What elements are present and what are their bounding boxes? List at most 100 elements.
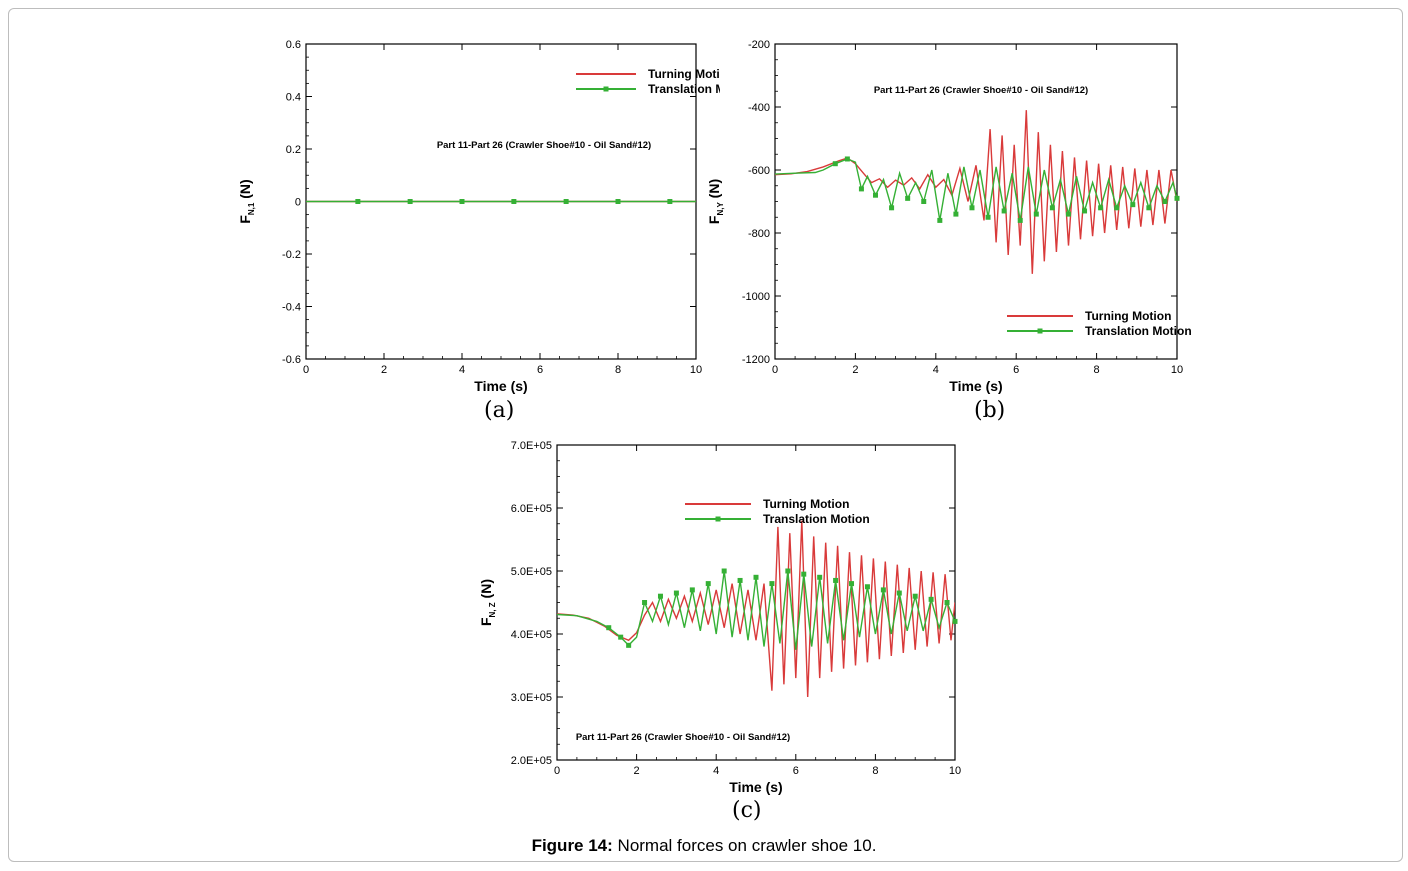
series-marker — [1001, 208, 1007, 214]
series-marker — [937, 217, 943, 223]
series-marker — [873, 192, 878, 198]
series-marker — [849, 581, 855, 587]
legend-marker — [715, 516, 721, 522]
series-marker — [721, 568, 727, 574]
series-marker — [921, 199, 927, 204]
x-tick-label: 2 — [381, 364, 387, 376]
y-tick-label: 4.0E+05 — [511, 629, 552, 641]
x-tick-label: 2 — [634, 765, 640, 777]
series-marker — [355, 199, 361, 204]
series-marker — [1114, 205, 1120, 211]
caption-label: Figure 14: — [531, 836, 613, 855]
x-tick-label: 4 — [713, 765, 719, 777]
series-marker — [985, 214, 991, 220]
series-marker — [844, 156, 850, 162]
series-marker — [1162, 199, 1168, 204]
x-tick-label: 6 — [793, 765, 799, 777]
y-axis-label: FN,Y (N) — [706, 179, 725, 224]
series-marker — [896, 590, 902, 596]
x-tick-label: 8 — [872, 765, 878, 777]
y-tick-label: -0.4 — [282, 302, 301, 314]
x-tick-label: 0 — [303, 364, 309, 376]
series-marker — [864, 584, 870, 590]
series-line-translation — [775, 158, 1177, 221]
series-marker — [889, 205, 895, 211]
series-marker — [905, 195, 911, 201]
y-tick-label: 0.6 — [286, 39, 301, 51]
series-marker — [769, 581, 775, 587]
series-marker — [880, 587, 886, 593]
x-tick-label: 10 — [690, 364, 702, 376]
y-tick-label: 0 — [295, 197, 301, 209]
series-marker — [606, 625, 612, 631]
series-marker — [969, 205, 975, 211]
series-line-turning — [775, 110, 1177, 274]
x-tick-label: 0 — [554, 765, 560, 777]
legend-label: Translation Motion — [763, 512, 870, 526]
y-axis-label: FN,1 (N) — [237, 179, 256, 223]
series-marker — [953, 211, 959, 217]
caption-text: Normal forces on crawler shoe 10. — [612, 836, 877, 855]
figure-frame — [8, 8, 1403, 862]
figure-caption: Figure 14: Normal forces on crawler shoe… — [0, 836, 1408, 856]
y-tick-label: -1200 — [742, 354, 770, 366]
y-tick-label: 0.4 — [286, 92, 301, 104]
series-marker — [817, 574, 823, 580]
series-marker — [1098, 205, 1104, 211]
legend-label: Translation Motion — [648, 82, 720, 96]
x-axis-label: Time (s) — [729, 779, 782, 795]
x-tick-label: 6 — [1013, 364, 1019, 376]
y-tick-label: 3.0E+05 — [511, 692, 552, 704]
series-marker — [833, 577, 839, 583]
panel-label-b: (b) — [974, 398, 1006, 423]
y-tick-label: -200 — [748, 39, 770, 51]
legend-label: Turning Motion — [763, 497, 849, 511]
series-marker — [673, 590, 679, 596]
series-marker — [667, 199, 673, 204]
panel-label-a: (a) — [484, 398, 515, 423]
panel-label-c: (c) — [732, 798, 762, 823]
series-marker — [928, 596, 934, 602]
series-marker — [642, 600, 648, 605]
y-tick-label: 6.0E+05 — [511, 503, 552, 515]
y-tick-label: 5.0E+05 — [511, 566, 552, 578]
legend-label: Turning Motion — [1085, 309, 1171, 323]
series-marker — [407, 199, 413, 204]
series-marker — [563, 199, 569, 204]
legend-label: Turning Motion — [648, 67, 720, 81]
series-marker — [657, 593, 663, 599]
chart-c: 7.0E+05 6.0E+05 5.0E+05 4.0E+05 3.0E+05 2.0E+… — [478, 440, 961, 795]
y-tick-label: 7.0E+05 — [511, 440, 552, 452]
y-tick-label: -1000 — [742, 291, 770, 303]
series-marker — [689, 587, 695, 593]
x-axis-label: Time (s) — [949, 378, 1002, 394]
legend-label: Translation Motion — [1085, 324, 1192, 338]
series-marker — [1146, 205, 1152, 211]
series-marker — [737, 577, 743, 583]
x-tick-label: 6 — [537, 364, 543, 376]
chart-title: Part 11-Part 26 (Crawler Shoe#10 - Oil S… — [437, 140, 651, 151]
series-line-turning — [557, 520, 955, 698]
series-marker — [1065, 211, 1071, 217]
y-tick-label: -800 — [748, 228, 770, 240]
series-marker — [944, 600, 950, 605]
x-tick-label: 10 — [949, 765, 961, 777]
chart-title: Part 11-Part 26 (Crawler Shoe#10 - Oil S… — [874, 85, 1088, 96]
y-tick-label: -0.6 — [282, 354, 301, 366]
x-axis-label: Time (s) — [474, 378, 527, 394]
series-marker — [1130, 202, 1136, 208]
series-marker — [952, 618, 958, 624]
series-marker — [753, 574, 759, 580]
series-marker — [626, 642, 632, 648]
series-marker — [615, 199, 621, 204]
series-marker — [1082, 208, 1088, 214]
series-marker — [832, 161, 838, 167]
series-marker — [858, 186, 864, 192]
series-marker — [785, 568, 791, 574]
x-tick-label: 8 — [1094, 364, 1100, 376]
legend-marker — [603, 86, 609, 92]
series-marker — [801, 571, 807, 577]
series-marker — [1017, 217, 1023, 223]
x-tick-label: 0 — [772, 364, 778, 376]
